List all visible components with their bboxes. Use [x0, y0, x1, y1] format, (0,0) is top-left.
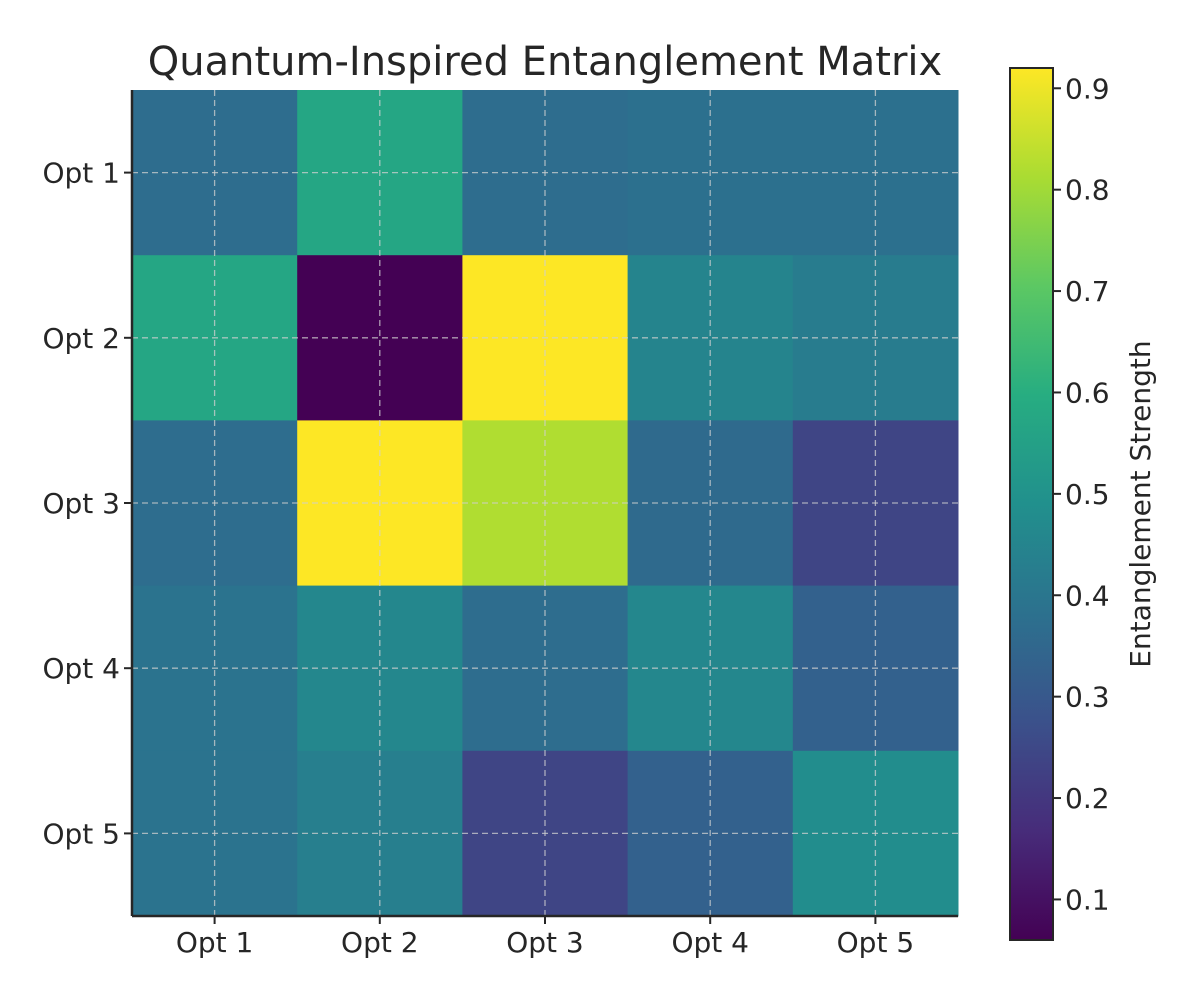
chart-title: Quantum-Inspired Entanglement Matrix [148, 39, 942, 85]
colorbar-tick-label-2: 0.2 [1065, 782, 1110, 815]
x-tick-label-5: Opt 5 [837, 926, 915, 959]
x-tick-label-2: Opt 2 [341, 926, 419, 959]
colorbar-tick-label-5: 0.5 [1065, 478, 1110, 511]
colorbar-gradient [1009, 67, 1054, 941]
colorbar-tick-label-9: 0.9 [1065, 72, 1110, 105]
x-tick-label-3: Opt 3 [506, 926, 584, 959]
colorbar-tick-label-7: 0.7 [1065, 275, 1110, 308]
y-tick-label-3: Opt 3 [42, 487, 120, 520]
colorbar-tick-label-6: 0.6 [1065, 376, 1110, 409]
colorbar-tick-label-8: 0.8 [1065, 174, 1110, 207]
x-tick-label-4: Opt 4 [671, 926, 749, 959]
colorbar-tick-label-4: 0.4 [1065, 579, 1110, 612]
grid-lines [132, 90, 958, 916]
x-tick-label-1: Opt 1 [176, 926, 254, 959]
x-axis-ticks: Opt 1 Opt 2 Opt 3 Opt 4 Opt 5 [176, 916, 914, 959]
y-tick-label-1: Opt 1 [42, 157, 120, 190]
colorbar: 0.1 0.2 0.3 0.4 0.5 0.6 0.7 0.8 0.9 [1009, 67, 1110, 941]
colorbar-tick-label-1: 0.1 [1065, 883, 1110, 916]
y-tick-label-4: Opt 4 [42, 652, 120, 685]
y-tick-label-5: Opt 5 [42, 817, 120, 850]
y-tick-label-2: Opt 2 [42, 322, 120, 355]
colorbar-label: Entanglement Strength [1124, 340, 1157, 667]
colorbar-tick-label-3: 0.3 [1065, 681, 1110, 714]
y-axis-ticks: Opt 1 Opt 2 Opt 3 Opt 4 Opt 5 [42, 157, 132, 850]
